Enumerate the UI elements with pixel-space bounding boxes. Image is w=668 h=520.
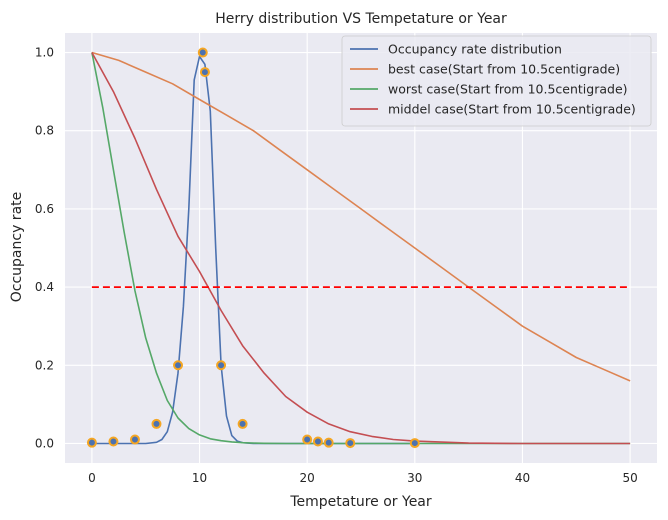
watermark: https://blog.csdn.net/PRINCE2327 <box>457 493 660 507</box>
legend-label: middel case(Start from 10.5centigrade) <box>388 102 636 117</box>
x-tick-label: 10 <box>192 471 207 485</box>
x-tick-label: 40 <box>515 471 530 485</box>
scatter-point <box>129 434 140 445</box>
legend: Occupancy rate distribution best case(Sta… <box>341 35 652 127</box>
y-axis-label: Occupancy rate <box>9 192 25 303</box>
x-tick-label: 50 <box>622 471 637 485</box>
y-tick-label: 0.6 <box>35 202 54 216</box>
y-tick-label: 0.4 <box>35 280 54 294</box>
y-tick-label: 0.8 <box>35 124 54 138</box>
scatter-points <box>86 47 420 449</box>
x-tick-label: 20 <box>300 471 315 485</box>
scatter-point <box>345 438 356 449</box>
scatter-point <box>199 67 210 78</box>
scatter-point <box>323 437 334 448</box>
legend-label: worst case(Start from 10.5centigrade) <box>388 82 628 97</box>
legend-label: best case(Start from 10.5centigrade) <box>388 62 620 77</box>
scatter-point <box>86 437 97 448</box>
y-tick-label: 0.0 <box>35 436 54 450</box>
scatter-point <box>302 434 313 445</box>
tick-labels: 0 10 20 30 40 50 0.0 0.2 0.4 0.6 0.8 1.0 <box>35 46 638 485</box>
series-line-1 <box>91 51 631 382</box>
x-tick-label: 30 <box>407 471 422 485</box>
scatter-point <box>197 47 208 58</box>
scatter-point <box>237 418 248 429</box>
scatter-point <box>173 360 184 371</box>
legend-label: Occupancy rate distribution <box>388 42 562 57</box>
x-axis-label: Tempetature or Year <box>289 494 432 510</box>
scatter-point <box>216 360 227 371</box>
chart-title: Herry distribution VS Tempetature or Yea… <box>215 11 507 27</box>
legend-box <box>341 35 652 127</box>
y-tick-label: 1.0 <box>35 46 54 60</box>
y-tick-label: 0.2 <box>35 358 54 372</box>
x-tick-label: 0 <box>88 471 96 485</box>
scatter-point <box>312 436 323 447</box>
scatter-point <box>409 438 420 449</box>
scatter-point <box>108 436 119 447</box>
scatter-point <box>151 418 162 429</box>
